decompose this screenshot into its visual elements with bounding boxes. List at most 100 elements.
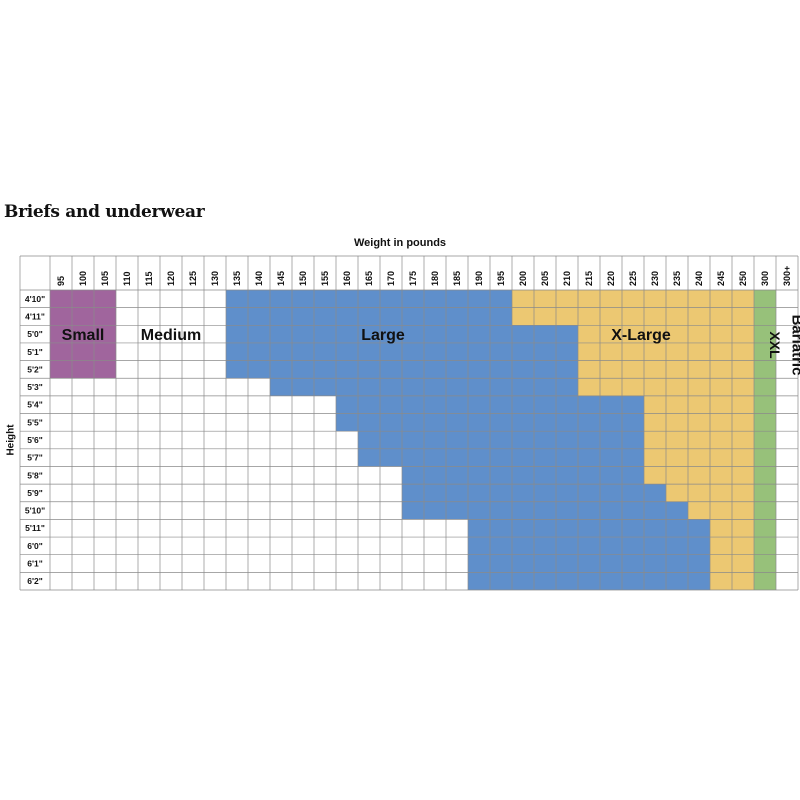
cell-medium — [248, 537, 270, 555]
cell-medium — [248, 448, 270, 467]
cell-x-large — [578, 378, 600, 396]
cell-medium — [138, 484, 160, 502]
cell-large — [556, 484, 578, 502]
cell-large — [556, 537, 578, 555]
x-tick-label: 140 — [254, 271, 264, 286]
cell-large — [446, 342, 468, 361]
cell-large — [644, 572, 666, 590]
cell-large — [578, 554, 600, 573]
cell-large — [358, 395, 380, 414]
cell-large — [424, 484, 446, 502]
cell-large — [402, 360, 424, 379]
cell-x-large — [534, 307, 556, 326]
cell-large — [380, 360, 402, 379]
cell-large — [556, 519, 578, 538]
cell-large — [534, 572, 556, 590]
cell-large — [468, 519, 490, 538]
grid-layer — [19, 255, 799, 591]
cell-medium — [336, 554, 358, 573]
cell-medium — [182, 413, 204, 432]
cell-large — [380, 307, 402, 326]
cell-x-large — [710, 501, 732, 520]
x-axis-title: Weight in pounds — [353, 237, 447, 249]
cell-medium — [292, 537, 314, 555]
cell-large — [468, 342, 490, 361]
cell-medium — [160, 342, 182, 361]
cell-medium — [226, 554, 248, 573]
x-tick-label: 130 — [210, 271, 220, 286]
cell-medium — [204, 466, 226, 485]
cell-x-large — [688, 360, 710, 379]
cell-large — [358, 378, 380, 396]
cell-medium — [138, 413, 160, 432]
cell-large — [270, 342, 292, 361]
cell-large — [490, 395, 512, 414]
cell-large — [600, 572, 622, 590]
y-tick-label: 4'10" — [25, 294, 45, 304]
cell-medium — [182, 572, 204, 590]
cell-large — [578, 572, 600, 590]
cell-bariatric — [776, 501, 798, 520]
cell-medium — [72, 378, 94, 396]
cell-x-large — [666, 342, 688, 361]
cell-x-large — [688, 342, 710, 361]
x-tick-label: 205 — [540, 271, 550, 286]
cell-medium — [72, 448, 94, 467]
cell-large — [512, 554, 534, 573]
cell-large — [446, 360, 468, 379]
cell-xxl — [754, 290, 776, 308]
cell-x-large — [666, 325, 688, 343]
cell-medium — [72, 484, 94, 502]
cell-x-large — [732, 537, 754, 555]
cell-x-large — [556, 290, 578, 308]
cell-medium — [402, 537, 424, 555]
cell-medium — [358, 501, 380, 520]
cell-medium — [116, 484, 138, 502]
cell-large — [600, 519, 622, 538]
cell-x-large — [688, 484, 710, 502]
cell-large — [578, 484, 600, 502]
cell-large — [402, 290, 424, 308]
cell-medium — [358, 484, 380, 502]
cell-xxl — [754, 466, 776, 485]
cell-bariatric — [776, 554, 798, 573]
cell-medium — [226, 519, 248, 538]
cell-large — [534, 466, 556, 485]
cell-medium — [72, 554, 94, 573]
cell-large — [534, 413, 556, 432]
cell-large — [512, 537, 534, 555]
cell-bariatric — [776, 290, 798, 308]
cell-xxl — [754, 360, 776, 379]
cell-large — [446, 448, 468, 467]
cell-large — [380, 431, 402, 449]
x-tick-label: 210 — [562, 271, 572, 286]
x-tick-label: 195 — [496, 271, 506, 286]
cell-large — [512, 431, 534, 449]
cell-bariatric — [776, 395, 798, 414]
cell-medium — [72, 537, 94, 555]
cell-medium — [380, 501, 402, 520]
cell-x-large — [622, 290, 644, 308]
cell-medium — [72, 466, 94, 485]
cell-x-large — [732, 484, 754, 502]
cell-medium — [336, 501, 358, 520]
x-tick-label: 170 — [386, 271, 396, 286]
cell-medium — [248, 466, 270, 485]
cell-medium — [380, 554, 402, 573]
cell-medium — [248, 378, 270, 396]
cell-medium — [116, 290, 138, 308]
cell-large — [512, 572, 534, 590]
cell-medium — [94, 554, 116, 573]
cell-large — [468, 484, 490, 502]
cell-large — [644, 501, 666, 520]
cell-xxl — [754, 501, 776, 520]
cell-medium — [204, 342, 226, 361]
cell-medium — [116, 325, 138, 343]
x-tick-label: 230 — [650, 271, 660, 286]
cell-medium — [204, 360, 226, 379]
cell-small — [50, 325, 72, 343]
x-tick-label: 150 — [298, 271, 308, 286]
y-tick-labels: 4'10" 4'11" 5'0" 5'1" 5'2" 5'3" 5'4" 5'5" 5'6" 5'… — [25, 294, 45, 586]
cell-large — [226, 360, 248, 379]
cell-medium — [182, 360, 204, 379]
